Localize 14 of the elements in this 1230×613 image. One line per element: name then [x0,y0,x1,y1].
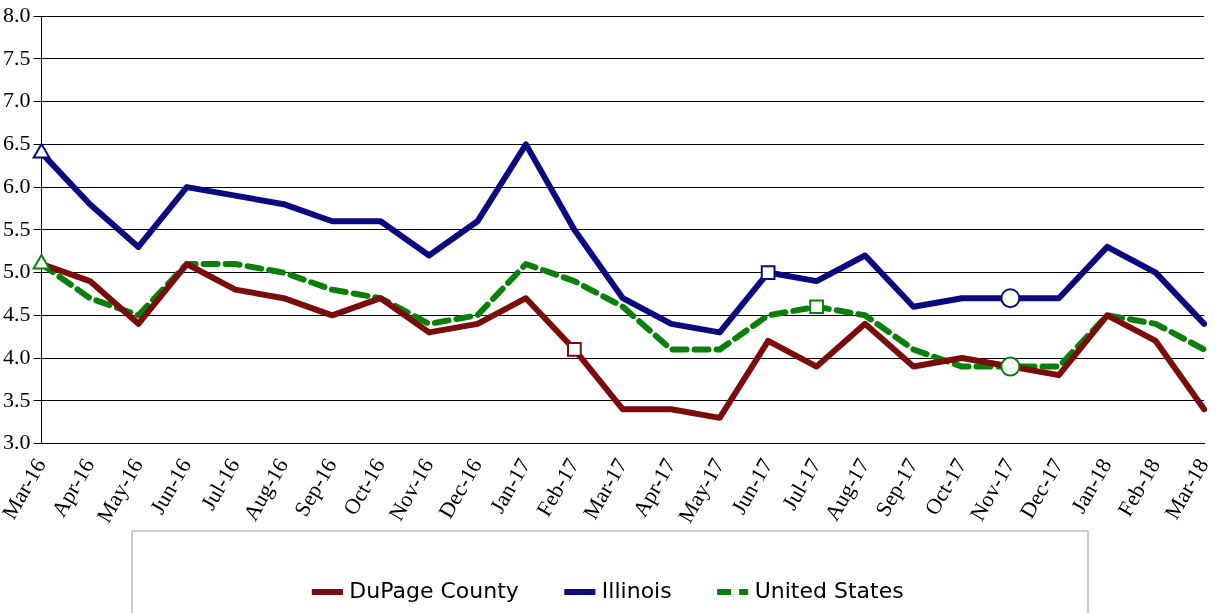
y-tick-label: 4.5 [3,301,31,327]
y-tick-label: 5.0 [3,258,31,284]
legend-label: Illinois [601,577,672,603]
y-tick-label: 5.5 [3,215,31,241]
y-tick-label: 3.0 [3,429,31,455]
legend-label: United States [754,577,904,603]
y-tick-label: 4.0 [3,343,31,369]
y-tick-label: 7.0 [3,87,31,113]
y-tick-label: 6.0 [3,172,31,198]
y-tick-label: 6.5 [3,130,31,156]
y-tick-label: 3.5 [3,386,31,412]
y-tick-label: 8.0 [3,1,31,27]
legend-label: DuPage County [349,577,519,603]
y-tick-label: 7.5 [3,44,31,70]
